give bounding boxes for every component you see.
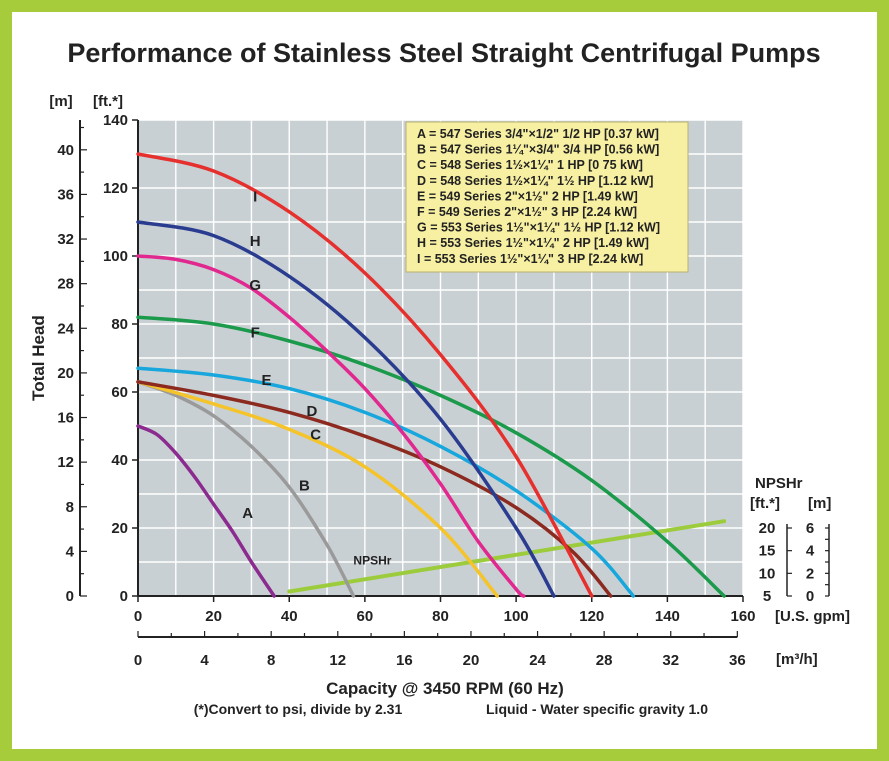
y-axis-label: Total Head xyxy=(29,315,48,401)
x-tick-m3h-label: 28 xyxy=(596,652,613,669)
legend-entry-c: C = 548 Series 1½×1¼" 1 HP [0 75 kW] xyxy=(417,158,643,172)
npsh-tick-ft-label: 10 xyxy=(759,565,776,582)
x-tick-gpm-label: 120 xyxy=(579,608,604,625)
y-tick-m-label: 28 xyxy=(57,276,74,293)
curve-a xyxy=(136,424,276,598)
y-tick-ft-label: 80 xyxy=(111,316,128,333)
curve-i xyxy=(136,152,594,598)
npsh-axis: 5 10 15 20 0 2 4 6 xyxy=(759,520,830,605)
x-tick-m3h-label: 16 xyxy=(396,652,413,669)
x-tick-gpm-label: 140 xyxy=(655,608,680,625)
curve-label-b: B xyxy=(299,478,310,495)
npsh-tick-ft-label: 20 xyxy=(759,520,776,537)
curve-labels: NPSHr A B CD E F G H I xyxy=(242,189,392,568)
legend-entry-e: E = 549 Series 2"×1½" 2 HP [1.49 kW] xyxy=(417,189,638,203)
x-axis-label: Capacity @ 3450 RPM (60 Hz) xyxy=(326,679,564,698)
y-tick-m-label: 16 xyxy=(57,410,74,427)
x-tick-m3h-label: 8 xyxy=(267,652,275,669)
x-tick-m3h-label: 12 xyxy=(329,652,346,669)
x-tick-m3h-label: 24 xyxy=(529,652,546,669)
x-tick-m3h-label: 32 xyxy=(662,652,679,669)
curve-label-g: G xyxy=(249,277,261,294)
npsh-tick-ft-label: 5 xyxy=(763,588,771,605)
x-tick-gpm-label: 60 xyxy=(357,608,374,625)
curve-label-h: H xyxy=(250,233,261,250)
npsh-tick-m-label: 6 xyxy=(806,520,814,537)
npsh-tick-ft-label: 15 xyxy=(759,543,776,560)
y-tick-ft-label: 0 xyxy=(120,588,128,605)
x-tick-gpm-label: 80 xyxy=(432,608,449,625)
npsh-unit-m: [m] xyxy=(808,495,831,512)
psi-note: (*)Convert to psi, divide by 2.31 xyxy=(194,701,403,717)
legend-box xyxy=(405,121,689,273)
curve-label-e: E xyxy=(262,372,272,389)
x-tick-gpm-label: 40 xyxy=(281,608,298,625)
npsh-tick-m-label: 4 xyxy=(806,543,815,560)
x-unit-m3h: [m³/h] xyxy=(776,651,818,668)
x-tick-m3h-label: 36 xyxy=(729,652,746,669)
y-tick-m-label: 12 xyxy=(57,454,74,471)
y-tick-ft-label: 100 xyxy=(103,248,128,265)
curve-e xyxy=(136,366,636,598)
y-tick-ft-label: 60 xyxy=(111,384,128,401)
curve-f xyxy=(136,315,726,598)
npshr-label: NPSHr xyxy=(353,553,391,567)
pump-curves xyxy=(136,152,727,598)
x-tick-m3h-label: 20 xyxy=(463,652,480,669)
legend-entry-d: D = 548 Series 1½×1¼" 1½ HP [1.12 kW] xyxy=(417,174,653,188)
legend-entry-g: G = 553 Series 1½"×1¼" 1½ HP [1.12 kW] xyxy=(417,221,660,235)
liquid-note: Liquid - Water specific gravity 1.0 xyxy=(486,701,708,717)
npsh-tick-m-label: 2 xyxy=(806,565,814,582)
curve-label-a: A xyxy=(242,505,253,522)
y-tick-ft-label: 120 xyxy=(103,180,128,197)
curve-b xyxy=(136,380,356,598)
legend-entry-b: B = 547 Series 1¼"×3/4" 3/4 HP [0.56 kW] xyxy=(417,143,659,157)
y-tick-m-label: 20 xyxy=(57,365,74,382)
x-tick-gpm-label: 0 xyxy=(134,608,142,625)
x-tick-gpm-label: 100 xyxy=(504,608,529,625)
npshr-line xyxy=(287,519,727,594)
legend-entry-h: H = 553 Series 1½"×1¼" 2 HP [1.49 kW] xyxy=(417,236,649,250)
y-tick-m-label: 4 xyxy=(66,543,75,560)
y-tick-m-label: 32 xyxy=(57,231,74,248)
x-tick-m3h-label: 0 xyxy=(134,652,142,669)
curve-h xyxy=(136,220,556,598)
y-tick-ft-label: 20 xyxy=(111,520,128,537)
x-tick-gpm-label: 20 xyxy=(205,608,222,625)
legend-entry-f: F = 549 Series 2"×1½" 3 HP [2.24 kW] xyxy=(417,205,637,219)
x-tick-gpm-label: 160 xyxy=(730,608,755,625)
npsh-unit-ft: [ft.*] xyxy=(750,495,780,512)
curve-label-d: D xyxy=(307,403,318,420)
x-unit-gpm: [U.S. gpm] xyxy=(775,608,850,625)
y-tick-m-label: 24 xyxy=(57,320,74,337)
npsh-tick-m-label: 0 xyxy=(806,588,814,605)
y-unit-m: [m] xyxy=(49,93,72,110)
chart-title: Performance of Stainless Steel Straight … xyxy=(67,38,820,68)
x-tick-m3h-label: 4 xyxy=(200,652,209,669)
legend: A = 547 Series 3/4"×1/2" 1/2 HP [0.37 kW… xyxy=(405,121,689,273)
curve-label-c: C xyxy=(310,427,321,444)
y-tick-m-label: 8 xyxy=(66,499,74,516)
legend-entry-a: A = 547 Series 3/4"×1/2" 1/2 HP [0.37 kW… xyxy=(417,127,659,141)
y-tick-ft-label: 40 xyxy=(111,452,128,469)
y-tick-ft-label: 140 xyxy=(103,112,128,129)
curve-label-f: F xyxy=(251,325,260,342)
curve-c xyxy=(136,380,499,598)
curve-g xyxy=(136,254,526,598)
legend-entry-i: I = 553 Series 1½"×1¼" 3 HP [2.24 kW] xyxy=(417,252,643,266)
y-tick-m-label: 0 xyxy=(66,588,74,605)
npsh-title: NPSHr xyxy=(755,475,803,492)
y-tick-m-label: 40 xyxy=(57,142,74,159)
y-unit-ft: [ft.*] xyxy=(93,93,123,110)
y-tick-m-label: 36 xyxy=(57,186,74,203)
curve-label-i: I xyxy=(253,189,257,206)
